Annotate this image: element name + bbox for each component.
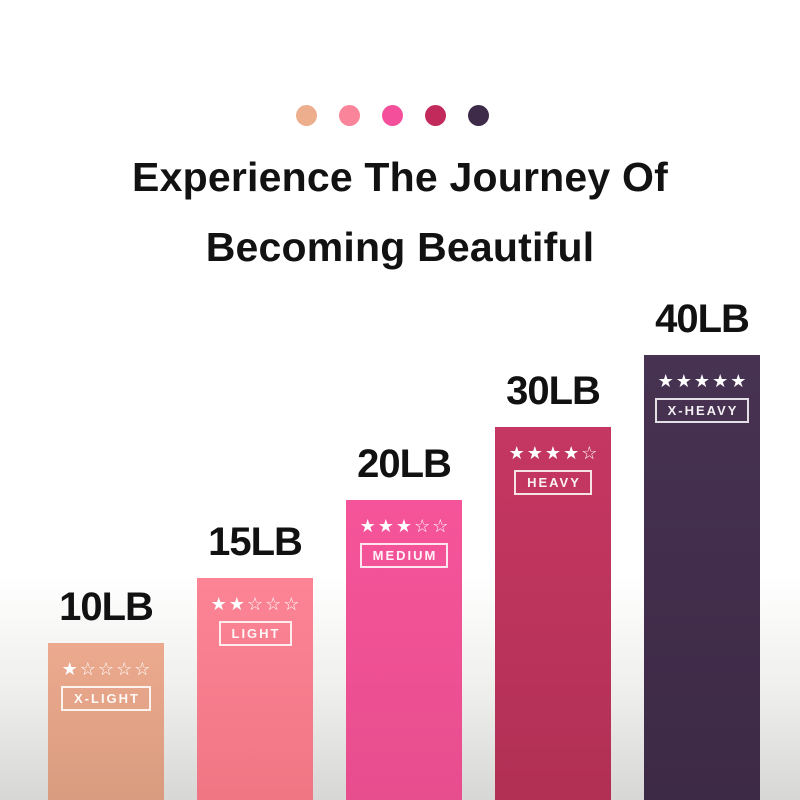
star-rating: ★☆☆☆☆ (61, 659, 153, 679)
palette-dot-light (338, 105, 360, 126)
bar-weight-label: 30LB (506, 369, 601, 413)
bar-10lb: ★☆☆☆☆ X-LIGHT (48, 643, 164, 800)
star-rating: ★★☆☆☆ (210, 594, 302, 614)
bar-column-15lb: 15LB ★★☆☆☆ LIGHT (197, 519, 313, 800)
bar-column-40lb: 40LB ★★★★★ X-HEAVY (644, 296, 760, 800)
bar-weight-label: 40LB (655, 297, 750, 341)
bar-15lb: ★★☆☆☆ LIGHT (197, 578, 313, 800)
star-rating: ★★★☆☆ (359, 516, 451, 536)
bar-40lb: ★★★★★ X-HEAVY (644, 355, 760, 800)
palette-dot-x-heavy (467, 105, 489, 126)
level-badge: X-HEAVY (654, 398, 750, 423)
bar-30lb: ★★★★☆ HEAVY (495, 427, 611, 800)
page-title-line2: Becoming Beautiful (205, 224, 595, 270)
palette-dots (0, 105, 784, 126)
bar-weight-label: 20LB (357, 442, 452, 486)
level-badge: MEDIUM (359, 543, 449, 568)
level-badge: HEAVY (514, 470, 592, 495)
bar-column-30lb: 30LB ★★★★☆ HEAVY (495, 368, 611, 800)
star-rating: ★★★★☆ (508, 443, 600, 463)
weight-bar-chart: 10LB ★☆☆☆☆ X-LIGHT 15LB ★★☆☆☆ LIGHT 20LB… (48, 296, 760, 800)
bar-20lb: ★★★☆☆ MEDIUM (346, 500, 462, 800)
page-title-line1: Experience The Journey Of (132, 154, 668, 200)
level-badge: LIGHT (218, 621, 292, 646)
palette-dot-x-light (295, 105, 317, 126)
palette-dot-medium (381, 105, 403, 126)
bar-column-10lb: 10LB ★☆☆☆☆ X-LIGHT (48, 584, 164, 800)
palette-dot-heavy (424, 105, 446, 126)
level-badge: X-LIGHT (61, 686, 151, 711)
bar-weight-label: 15LB (208, 520, 303, 564)
star-rating: ★★★★★ (657, 371, 749, 391)
bar-column-20lb: 20LB ★★★☆☆ MEDIUM (346, 441, 462, 800)
bar-weight-label: 10LB (59, 585, 154, 629)
page-title: Experience The Journey Of Becoming Beaut… (0, 142, 800, 282)
